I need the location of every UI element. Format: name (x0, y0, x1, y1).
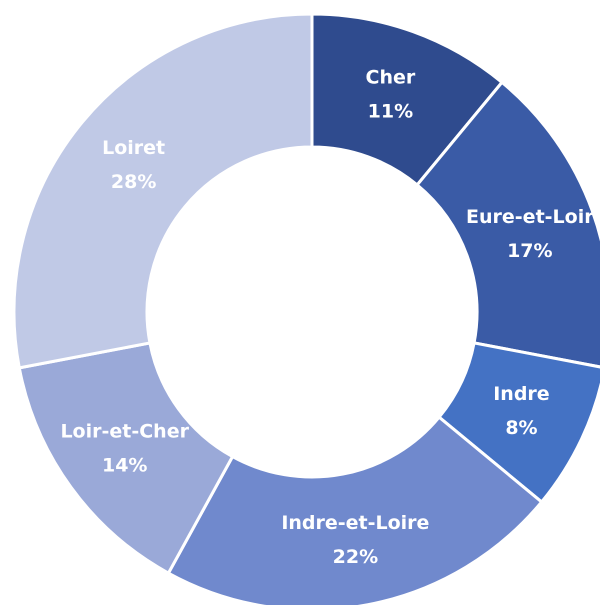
slice-label: Indre-et-Loire (281, 512, 429, 534)
slice-label: Loir-et-Cher (60, 421, 189, 443)
donut-slice (12, 12, 314, 370)
slice-value-label: 22% (333, 546, 378, 568)
slice-label: Eure-et-Loir (466, 206, 594, 228)
slice-label: Cher (366, 67, 416, 89)
donut-slice (415, 80, 600, 369)
slice-value-label: 14% (102, 455, 147, 477)
slice-value-label: 11% (368, 101, 413, 123)
slice-label: Loiret (102, 137, 165, 159)
donut-slice (17, 341, 235, 576)
slice-value-label: 28% (111, 171, 156, 193)
slice-value-label: 8% (505, 417, 537, 439)
slice-label: Indre (493, 383, 549, 405)
donut-slice (166, 415, 544, 605)
slice-value-label: 17% (507, 240, 552, 262)
